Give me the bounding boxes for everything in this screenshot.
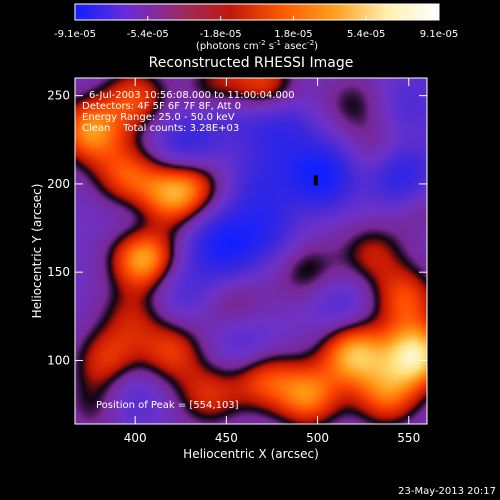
x-tick-label: 550 [397, 431, 420, 445]
y-tick-label: 200 [47, 177, 70, 191]
x-tick-label: 400 [124, 431, 147, 445]
x-tick-label: 450 [215, 431, 238, 445]
peak-position-label: Position of Peak = [554,103] [96, 400, 239, 411]
marker-point [313, 175, 318, 186]
annotation-energy-range: Energy Range: 25.0 - 50.0 keV [82, 112, 235, 123]
annotation-time-range: 6-Jul-2003 10:56:08.000 to 11:00:04.000 [89, 90, 295, 101]
x-axis-ticks: 400 450 500 550 [124, 78, 420, 445]
colorbar-tick-label: 5.4e-05 [347, 29, 385, 40]
colorbar-tick-label: -5.4e-05 [127, 29, 169, 40]
x-axis-label: Heliocentric X (arcsec) [183, 447, 319, 461]
plot-frame [74, 77, 428, 425]
colorbar-tick-label: -9.1e-05 [54, 29, 96, 40]
colorbar-ticks: -9.1e-05 -5.4e-05 -1.8e-05 1.8e-05 5.4e-05 9.… [54, 16, 458, 40]
y-tick-label: 250 [47, 89, 70, 103]
annotation-total-counts: Clean Total counts: 3.28E+03 [82, 123, 239, 134]
x-tick-label: 500 [306, 431, 329, 445]
annotation-block: 6-Jul-2003 10:56:08.000 to 11:00:04.000 … [82, 90, 295, 134]
chart-title: Reconstructed RHESSI Image [149, 55, 354, 71]
y-axis-ticks: 100 150 200 250 [47, 89, 427, 367]
colorbar [74, 3, 440, 21]
heatmap-image [75, 78, 427, 424]
colorbar-units-label: (photons cm-2 s-1 asec-2) [196, 39, 318, 52]
colorbar-tick-label: 9.1e-05 [420, 29, 458, 40]
y-tick-label: 150 [47, 265, 70, 279]
y-axis-label: Heliocentric Y (arcsec) [30, 184, 44, 319]
colorbar-tick-label: -1.8e-05 [200, 29, 242, 40]
annotation-detectors: Detectors: 4F 5F 6F 7F 8F, Att 0 [82, 101, 241, 112]
colorbar-tick-label: 1.8e-05 [274, 29, 312, 40]
y-tick-label: 100 [47, 353, 70, 367]
timestamp: 23-May-2013 20:17 [398, 486, 496, 497]
